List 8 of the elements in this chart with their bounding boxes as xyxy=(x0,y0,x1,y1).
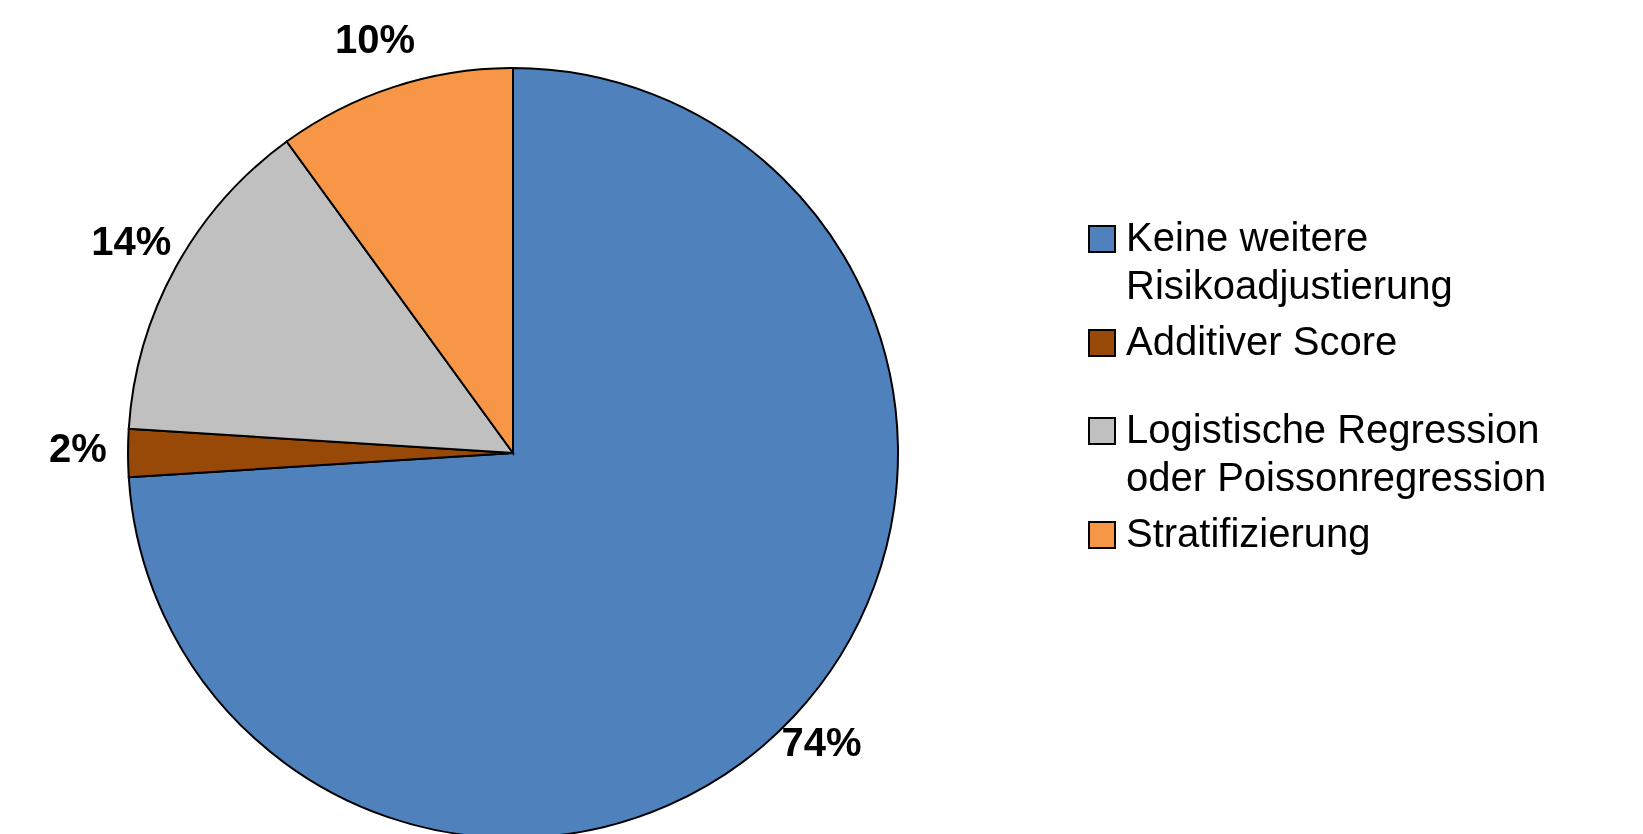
data-label: 10% xyxy=(335,17,416,62)
data-label: 14% xyxy=(91,218,172,263)
legend-label: Stratifizierung xyxy=(1126,510,1371,557)
legend-label: Additiver Score xyxy=(1126,318,1398,365)
legend-label: Keine weitere Risikoadjustierung xyxy=(1126,214,1454,309)
legend-label: Logistische Regression oder Poissonregression xyxy=(1126,406,1548,501)
data-label: 2% xyxy=(49,426,107,470)
data-label: 74% xyxy=(781,720,862,765)
